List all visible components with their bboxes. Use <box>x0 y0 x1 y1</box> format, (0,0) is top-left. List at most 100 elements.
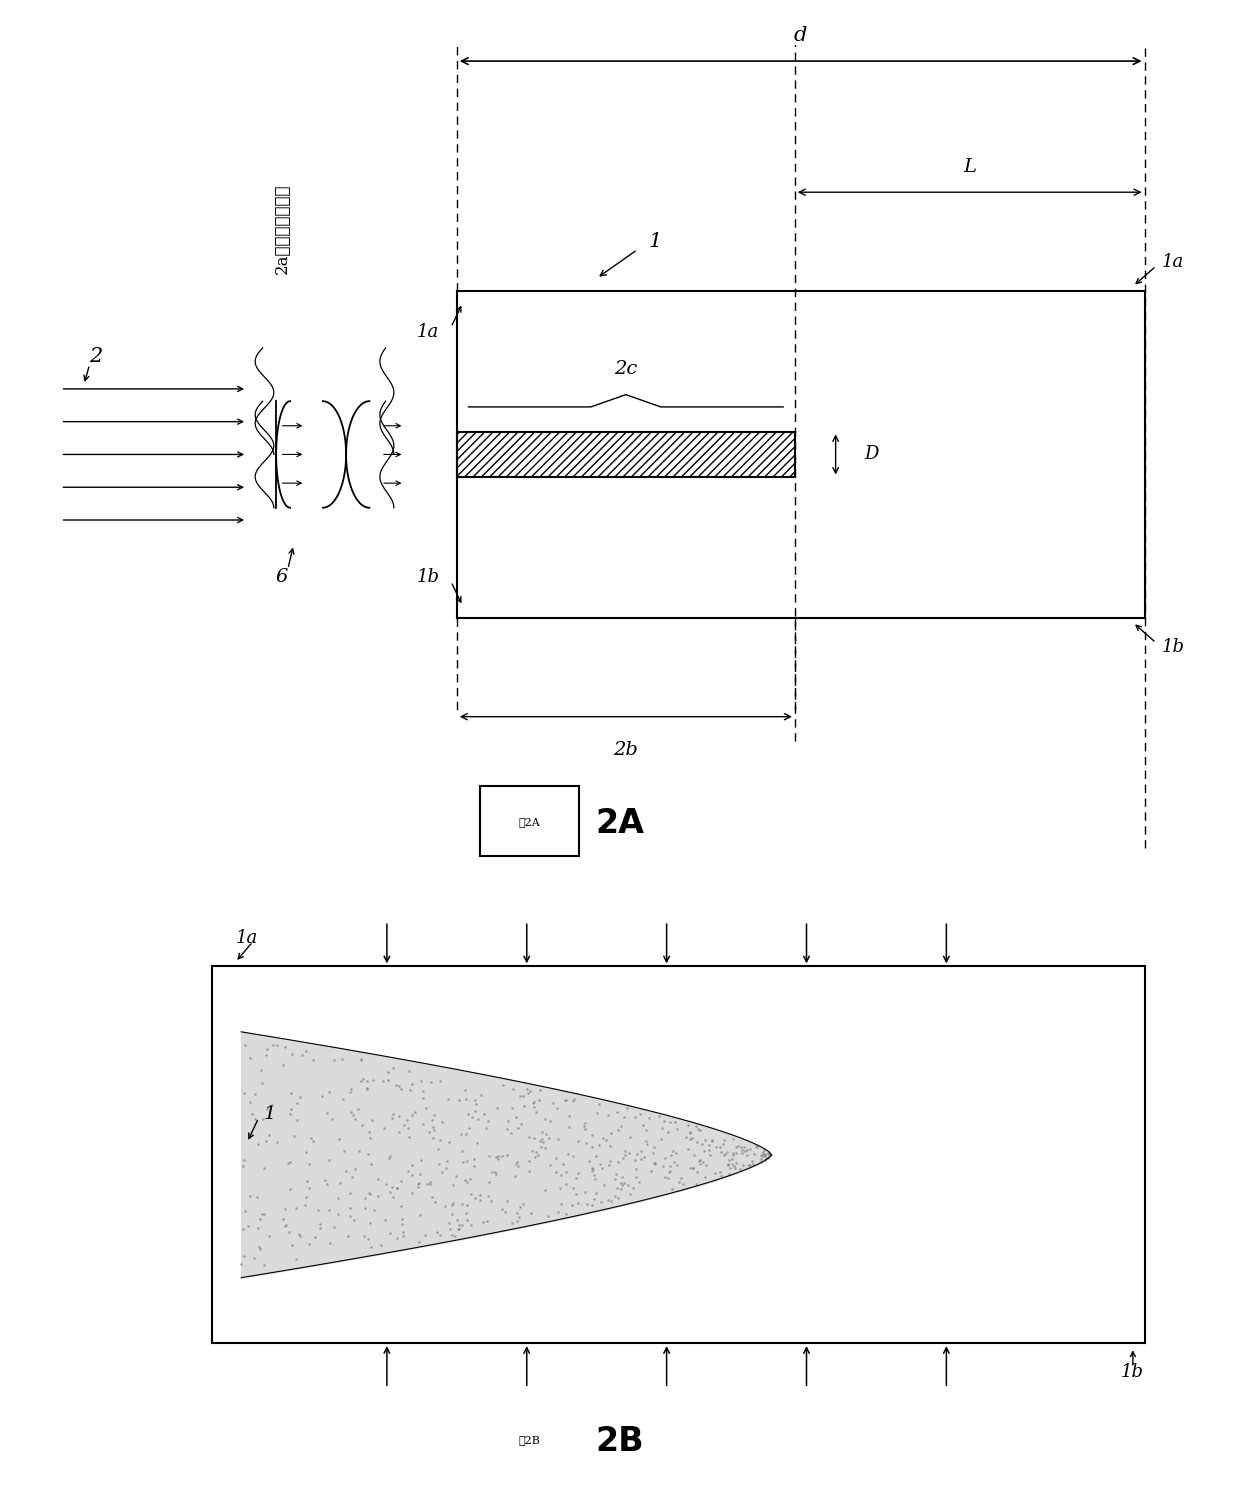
Point <box>608 1150 627 1174</box>
Point <box>388 1074 408 1098</box>
Point <box>746 1134 766 1158</box>
Point <box>725 1141 745 1165</box>
Point <box>693 1150 713 1174</box>
Point <box>663 1140 683 1164</box>
Point <box>546 1146 565 1170</box>
Point <box>507 1201 527 1225</box>
Point <box>422 1109 441 1132</box>
Point <box>438 1149 458 1173</box>
Point <box>360 1182 379 1205</box>
Point <box>660 1161 680 1185</box>
Point <box>723 1126 743 1150</box>
Point <box>508 1116 528 1140</box>
Point <box>327 1202 347 1226</box>
Point <box>263 1094 283 1118</box>
Point <box>715 1141 735 1165</box>
Point <box>513 1083 533 1107</box>
Point <box>346 1156 366 1180</box>
Point <box>263 1033 283 1056</box>
Point <box>564 1088 584 1112</box>
Point <box>379 1144 399 1168</box>
Point <box>667 1118 687 1141</box>
Point <box>644 1135 663 1159</box>
Point <box>257 1043 277 1067</box>
Point <box>486 1146 506 1170</box>
Point <box>377 1171 397 1195</box>
Point <box>253 1107 273 1131</box>
Point <box>388 1120 408 1144</box>
Text: 图2A: 图2A <box>518 817 539 827</box>
Point <box>625 1147 645 1171</box>
Point <box>423 1115 443 1138</box>
Point <box>584 1188 604 1211</box>
Point <box>614 1171 634 1195</box>
Point <box>583 1156 603 1180</box>
Point <box>474 1210 494 1234</box>
Point <box>455 1168 475 1192</box>
Point <box>719 1162 739 1186</box>
Point <box>246 1082 265 1106</box>
Point <box>562 1192 582 1216</box>
Point <box>651 1128 671 1152</box>
Point <box>543 1091 563 1115</box>
Point <box>720 1156 740 1180</box>
Point <box>568 1129 588 1153</box>
Point <box>440 1217 460 1241</box>
Point <box>376 1207 396 1231</box>
Point <box>751 1150 771 1174</box>
Point <box>409 1229 429 1253</box>
Point <box>343 1103 363 1126</box>
Point <box>296 1140 316 1164</box>
Point <box>737 1143 756 1167</box>
Point <box>482 1159 502 1183</box>
Point <box>332 1088 352 1112</box>
Point <box>557 1202 577 1226</box>
Point <box>761 1143 781 1167</box>
Point <box>594 1173 614 1196</box>
Point <box>701 1143 720 1167</box>
Point <box>645 1150 665 1174</box>
Point <box>446 1165 466 1189</box>
Point <box>620 1125 640 1149</box>
Point <box>398 1159 418 1183</box>
Text: 2c: 2c <box>614 361 637 378</box>
Point <box>563 1089 583 1113</box>
Point <box>234 1149 254 1173</box>
Point <box>479 1144 498 1168</box>
Point <box>432 1159 451 1183</box>
Point <box>536 1135 556 1159</box>
Point <box>320 1231 340 1255</box>
Point <box>340 1182 360 1205</box>
Point <box>387 1176 407 1199</box>
Point <box>548 1199 568 1223</box>
Point <box>458 1193 477 1217</box>
Point <box>290 1085 310 1109</box>
Point <box>397 1109 417 1132</box>
Point <box>650 1104 670 1128</box>
Text: d: d <box>794 25 807 45</box>
Text: 1a: 1a <box>1162 253 1184 271</box>
Point <box>427 1220 446 1244</box>
Point <box>461 1182 481 1205</box>
Point <box>435 1193 455 1217</box>
Point <box>249 1207 269 1231</box>
Point <box>455 1077 475 1101</box>
Point <box>598 1189 618 1213</box>
Point <box>310 1216 330 1240</box>
Point <box>239 1089 259 1113</box>
Point <box>742 1149 761 1173</box>
Point <box>686 1115 706 1138</box>
Point <box>244 1247 264 1271</box>
Point <box>636 1129 656 1153</box>
Point <box>575 1118 595 1141</box>
Point <box>413 1079 433 1103</box>
Point <box>557 1159 577 1183</box>
Point <box>699 1132 719 1156</box>
Point <box>371 1234 391 1258</box>
Point <box>619 1141 639 1165</box>
Point <box>590 1152 610 1176</box>
Point <box>350 1140 370 1164</box>
Point <box>339 1223 358 1247</box>
Point <box>275 1214 295 1238</box>
Point <box>316 1101 336 1125</box>
